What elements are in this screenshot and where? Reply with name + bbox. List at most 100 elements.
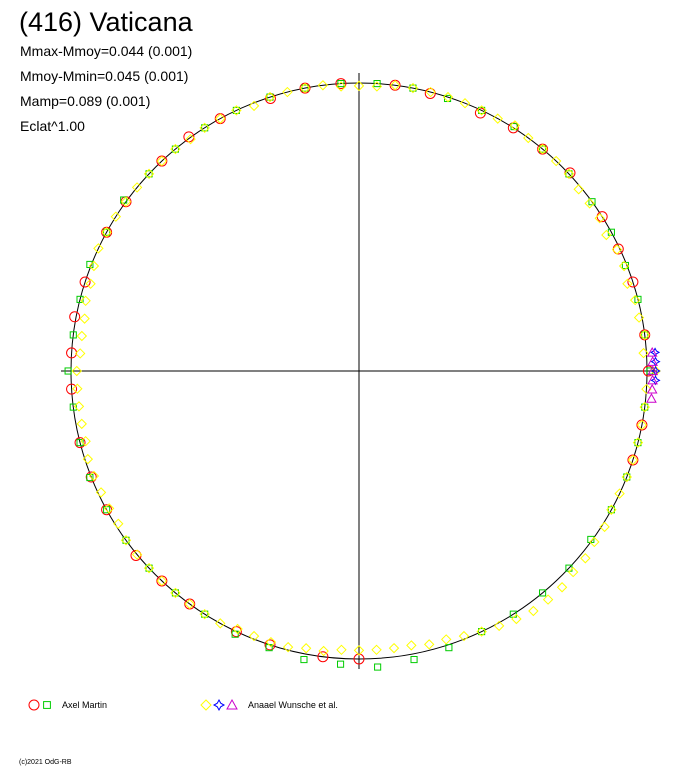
point-circle-0-19 (79, 276, 91, 288)
point-diamond-2-53 (76, 418, 87, 430)
point-diamond-2-57 (95, 487, 107, 498)
point-diamond-2-39 (131, 182, 143, 193)
point-diamond-2-50 (71, 365, 82, 377)
legend-label-axel-martin: Axel Martin (62, 700, 108, 710)
point-square-1-21 (103, 228, 111, 236)
point-diamond-2-25 (353, 80, 365, 92)
point-diamond-2-83 (493, 620, 505, 632)
point-diamond-2-24 (371, 81, 383, 92)
point-diamond-2-36 (170, 143, 181, 155)
point-diamond-2-85 (528, 605, 539, 617)
legend-label-anaael-wunsche: Anaael Wunsche et al. (248, 700, 338, 710)
point-diamond-2-8 (601, 229, 612, 241)
point-diamond-2-3 (633, 312, 645, 323)
point-diamond-2-94 (621, 471, 632, 483)
point-square-1-26 (69, 403, 77, 411)
point-diamond-2-7 (611, 244, 623, 255)
legend-symbols-axel-martin (28, 699, 51, 711)
point-diamond-2-5 (622, 278, 633, 289)
legend-item-axel-martin: Axel Martin (28, 697, 107, 713)
point-diamond-2-88 (567, 566, 579, 578)
point-square-1-24 (69, 331, 77, 339)
point-circle-0-30 (264, 639, 276, 651)
point-diamond-2-84 (511, 613, 522, 625)
point-triangle-4-2 (647, 374, 658, 385)
point-diamond-2-32 (231, 105, 242, 116)
point-diamond-2-63 (156, 575, 168, 587)
point-square-1-28 (86, 473, 94, 482)
point-diamond-2-10 (584, 198, 595, 209)
point-square-1-39 (410, 655, 418, 664)
point-square-1-9 (478, 106, 486, 114)
point-diamond-2-58 (103, 503, 115, 514)
point-square-1-16 (232, 106, 240, 114)
point-diamond-2-72 (300, 643, 312, 654)
point-diamond-2-52 (73, 401, 85, 412)
legend-triangle-icon (226, 698, 238, 710)
point-triangle-4-0 (646, 393, 657, 403)
point-diamond-2-97 (636, 419, 648, 431)
point-square-1-25 (64, 367, 72, 375)
point-diamond-2-77 (388, 642, 400, 654)
point-square-1-40 (445, 644, 453, 652)
point-triangle-4-3 (647, 365, 659, 376)
point-square-1-18 (171, 145, 179, 153)
point-diamond-2-55 (82, 453, 94, 465)
point-diamond-2-47 (79, 313, 90, 324)
point-square-1-48 (634, 439, 642, 447)
point-diamond-2-79 (423, 639, 435, 650)
point-diamond-2-91 (599, 521, 610, 533)
point-diamond-2-71 (282, 641, 294, 653)
point-diamond-2-80 (441, 634, 452, 645)
point-diamond-2-81 (458, 630, 470, 642)
point-diamond-2-21 (425, 86, 436, 98)
point-square-1-30 (122, 536, 130, 544)
point-square-1-17 (201, 124, 209, 132)
point-square-1-19 (145, 170, 153, 178)
point-diamond-2-65 (184, 598, 195, 610)
point-circle-0-8 (474, 107, 486, 119)
point-circle-0-22 (66, 383, 78, 395)
point-diamond-2-9 (594, 213, 605, 224)
legend-symbols-anaael-wunsche (200, 698, 238, 712)
point-diamond-2-37 (156, 155, 168, 167)
point-diamond-2-44 (88, 260, 100, 272)
point-diamond-2-49 (74, 348, 86, 359)
point-diamond-2-73 (318, 645, 329, 657)
point-square-1-49 (641, 403, 649, 411)
point-diamond-2-64 (170, 587, 181, 599)
point-square-1-12 (373, 80, 381, 88)
point-diamond-2-41 (110, 211, 122, 222)
point-diamond-2-16 (509, 120, 521, 131)
point-diamond-2-30 (264, 91, 276, 103)
stat-mmax-mmoy: Mmax-Mmoy=0.044 (0.001) (20, 43, 193, 59)
point-diamond-2-17 (492, 113, 503, 124)
legend-item-anaael-wunsche: Anaael Wunsche et al. (200, 697, 338, 713)
point-square-1-41 (478, 628, 486, 636)
point-diamond-2-33 (215, 113, 226, 124)
point-diamond-2-40 (120, 196, 132, 207)
legend-star-icon (212, 698, 226, 712)
point-diamond-2-29 (282, 86, 293, 98)
point-diamond-2-38 (143, 168, 155, 180)
point-diamond-2-11 (573, 184, 584, 195)
point-diamond-2-23 (389, 80, 401, 91)
point-triangle-4-1 (646, 383, 658, 394)
point-square-1-33 (201, 610, 209, 618)
point-diamond-2-42 (101, 227, 112, 238)
point-circle-0-31 (317, 651, 329, 663)
point-diamond-2-90 (589, 536, 600, 548)
point-square-1-6 (565, 170, 573, 178)
stat-eclat: Eclat^1.00 (20, 118, 85, 134)
point-triangle-4-4 (647, 356, 658, 366)
point-square-1-36 (300, 655, 308, 664)
polar-lightcurve-plot (61, 73, 661, 671)
point-diamond-2-28 (299, 82, 311, 94)
point-square-1-0 (646, 367, 654, 375)
point-diamond-2-78 (406, 640, 417, 651)
stat-mamp: Mamp=0.089 (0.001) (20, 93, 151, 109)
point-square-1-37 (336, 660, 345, 668)
point-diamond-2-12 (563, 168, 575, 180)
point-square-1-1 (641, 331, 649, 339)
point-diamond-2-46 (80, 295, 91, 307)
